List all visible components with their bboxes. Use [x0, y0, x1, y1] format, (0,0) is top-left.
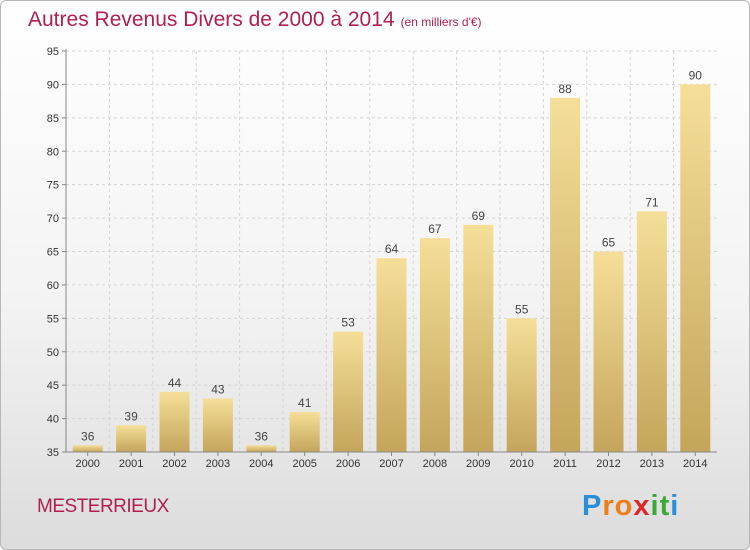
y-tick-label: 80 — [47, 146, 59, 158]
bar-2004 — [246, 445, 277, 452]
data-label-2005: 41 — [298, 396, 312, 410]
bar-2010 — [506, 318, 537, 452]
data-label-2004: 36 — [255, 429, 269, 443]
data-label-2007: 64 — [385, 242, 399, 256]
data-label-2014: 90 — [689, 68, 703, 82]
bar-2014 — [680, 84, 711, 453]
x-tick-label-2005: 2005 — [292, 458, 316, 470]
x-tick-label-2009: 2009 — [466, 458, 490, 470]
data-label-2006: 53 — [341, 316, 355, 330]
bar-2012 — [593, 251, 624, 452]
logo-letter: t — [659, 490, 671, 522]
x-tick-label-2006: 2006 — [336, 458, 360, 470]
y-tick-label: 50 — [47, 347, 59, 359]
x-tick-label-2007: 2007 — [379, 458, 403, 470]
y-tick-label: 40 — [47, 414, 59, 426]
y-tick-label: 85 — [47, 113, 59, 125]
proxiti-logo[interactable]: Proxiti — [582, 490, 679, 523]
bar-2005 — [289, 411, 320, 452]
data-label-2000: 36 — [81, 429, 95, 443]
x-tick-label-2014: 2014 — [683, 458, 707, 470]
bar-2006 — [333, 331, 364, 452]
logo-letter: o — [614, 490, 634, 522]
y-tick-label: 45 — [47, 380, 59, 392]
y-tick-label: 70 — [47, 213, 59, 225]
x-tick-label-2013: 2013 — [640, 458, 664, 470]
logo-letter: r — [602, 490, 615, 522]
data-label-2002: 44 — [168, 376, 182, 390]
data-label-2010: 55 — [515, 302, 529, 316]
data-label-2009: 69 — [472, 209, 486, 223]
bar-2003 — [202, 398, 233, 452]
bar-2008 — [419, 238, 450, 452]
y-tick-label: 60 — [47, 280, 59, 292]
x-tick-label-2008: 2008 — [423, 458, 447, 470]
axes — [62, 49, 717, 456]
bar-2011 — [550, 97, 581, 453]
bar-2009 — [463, 224, 494, 452]
data-label-2011: 88 — [558, 82, 572, 96]
y-tick-label: 55 — [47, 313, 59, 325]
x-tick-label-2002: 2002 — [162, 458, 186, 470]
data-label-2012: 65 — [602, 236, 616, 250]
x-tick-label-2000: 2000 — [75, 458, 99, 470]
bar-2013 — [636, 211, 667, 452]
data-label-2008: 67 — [428, 222, 442, 236]
bars — [72, 84, 711, 453]
bar-2000 — [72, 445, 103, 452]
y-tick-label: 90 — [47, 79, 59, 91]
data-label-2001: 39 — [124, 409, 138, 423]
y-tick-label: 35 — [47, 447, 59, 459]
data-label-2003: 43 — [211, 383, 225, 397]
bar-2001 — [116, 425, 147, 452]
y-tick-label: 65 — [47, 247, 59, 259]
logo-letter: x — [633, 490, 651, 522]
logo-letter: i — [650, 490, 660, 522]
chart-title: Autres Revenus Divers de 2000 à 2014 (en … — [28, 8, 482, 32]
x-tick-label-2011: 2011 — [553, 458, 577, 470]
x-tick-label-2001: 2001 — [119, 458, 143, 470]
logo-letter: P — [582, 490, 603, 522]
commune-name: MESTERRIEUX — [37, 496, 169, 517]
x-tick-label-2004: 2004 — [249, 458, 273, 470]
x-tick-label-2003: 2003 — [206, 458, 230, 470]
chart-title-main: Autres Revenus Divers de 2000 à 2014 — [28, 8, 395, 31]
chart-title-unit: (en milliers d'€) — [400, 15, 482, 29]
logo-letter: i — [670, 490, 680, 522]
labels: 35 40 45 50 55 60 65 70 75 80 85 90 95 36 2000 39 2001 44… — [47, 46, 708, 470]
x-tick-label-2010: 2010 — [509, 458, 533, 470]
bar-2007 — [376, 258, 407, 452]
y-tick-label: 75 — [47, 180, 59, 192]
x-tick-label-2012: 2012 — [596, 458, 620, 470]
bar-2002 — [159, 391, 190, 452]
y-tick-label: 95 — [47, 46, 59, 58]
data-label-2013: 71 — [645, 195, 659, 209]
